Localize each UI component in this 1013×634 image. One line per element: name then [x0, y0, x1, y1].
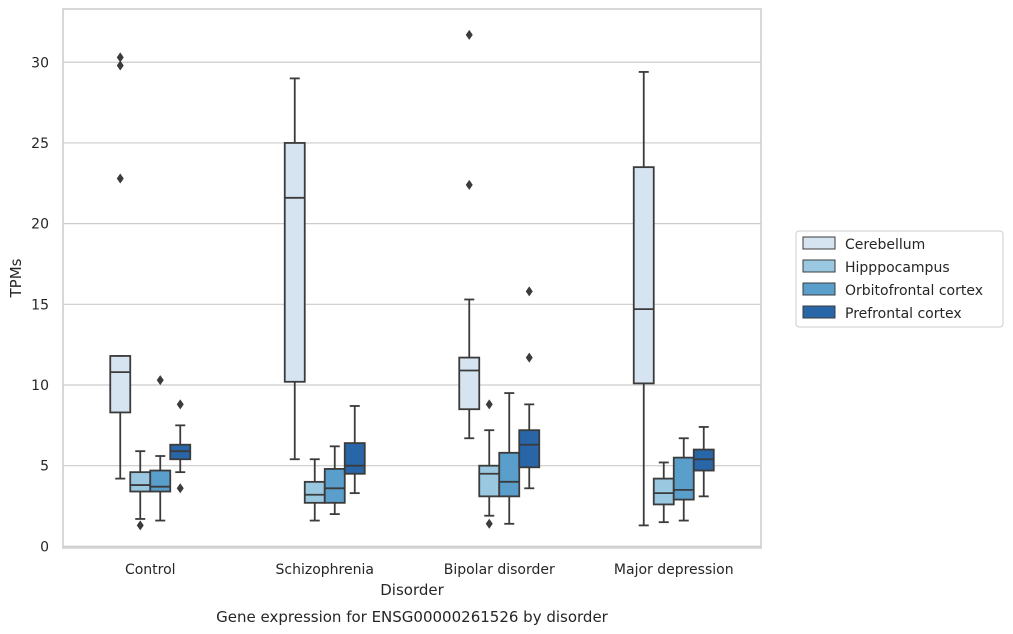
legend-swatch: [802, 236, 836, 250]
legend-swatch: [802, 259, 836, 273]
box-iqr: [129, 471, 152, 493]
outlier-point: [525, 352, 533, 363]
category-group: [632, 71, 715, 527]
box-iqr: [343, 442, 366, 475]
legend-label: Prefrontal cortex: [845, 306, 962, 322]
y-tick-label: 0: [40, 539, 49, 555]
outlier-point: [156, 375, 164, 386]
box-iqr: [652, 477, 675, 506]
outlier-point: [176, 483, 184, 494]
y-tick-label: 30: [31, 55, 49, 71]
box-hipppocampus: [129, 450, 152, 531]
legend-swatch: [802, 305, 836, 319]
box-orbitofrontal-cortex: [672, 437, 695, 522]
box-hipppocampus: [478, 399, 501, 529]
category-group: [283, 77, 366, 522]
box-iqr: [283, 142, 306, 383]
chart-caption: Gene expression for ENSG00000261526 by d…: [216, 608, 609, 626]
x-tick-label: Schizophrenia: [276, 562, 374, 578]
box-orbitofrontal-cortex: [323, 445, 346, 516]
legend-label: Orbitofrontal cortex: [845, 283, 983, 299]
category-group: [458, 29, 541, 529]
box-prefrontal-cortex: [343, 405, 366, 495]
y-axis-label: TPMs: [7, 258, 25, 298]
outlier-point: [116, 52, 124, 63]
x-tick-label: Control: [125, 562, 176, 578]
legend-swatch: [802, 282, 836, 296]
y-tick-label: 10: [31, 378, 49, 394]
outlier-point: [525, 286, 533, 297]
box-cerebellum: [109, 52, 132, 480]
box-prefrontal-cortex: [518, 286, 541, 490]
legend-label: Hipppocampus: [845, 260, 950, 276]
box-groups: [109, 29, 715, 531]
box-prefrontal-cortex: [692, 426, 715, 498]
legend-item: Hipppocampus: [802, 259, 950, 276]
outlier-point: [465, 179, 473, 190]
box-cerebellum: [283, 77, 306, 461]
gridlines: [63, 61, 761, 547]
y-tick-label: 25: [31, 136, 49, 152]
outlier-point: [116, 60, 124, 71]
x-tick-labels: Control Schizophrenia Bipolar disorder Majo…: [125, 562, 734, 578]
x-tick-label: Major depression: [614, 562, 734, 578]
y-tick-label: 15: [31, 297, 49, 313]
y-tick-label: 5: [40, 459, 49, 475]
box-iqr: [478, 464, 501, 498]
box-prefrontal-cortex: [169, 399, 192, 494]
outlier-point: [176, 399, 184, 410]
x-tick-label: Bipolar disorder: [444, 562, 555, 578]
outlier-point: [116, 173, 124, 184]
x-axis-label: Disorder: [380, 581, 444, 599]
box-iqr: [109, 355, 132, 414]
box-iqr: [323, 468, 346, 504]
legend-item: Orbitofrontal cortex: [802, 282, 983, 299]
plot-area: [62, 8, 762, 549]
y-tick-label: 20: [31, 217, 49, 233]
box-iqr: [149, 469, 172, 493]
box-orbitofrontal-cortex: [149, 375, 172, 522]
legend: Cerebellum Hipppocampus Orbitofrontal cort…: [795, 230, 1004, 328]
legend-label: Cerebellum: [845, 237, 925, 253]
box-iqr: [498, 451, 521, 498]
box-iqr: [518, 429, 541, 469]
outlier-point: [485, 399, 493, 410]
box-iqr: [458, 356, 481, 411]
outlier-point: [465, 29, 473, 40]
category-group: [109, 52, 192, 531]
box-cerebellum: [632, 71, 655, 527]
legend-item: Prefrontal cortex: [802, 305, 962, 322]
box-orbitofrontal-cortex: [498, 392, 521, 525]
box-iqr: [672, 456, 695, 501]
y-tick-labels: 0 5 10 15 20 25 30: [31, 55, 49, 555]
outlier-point: [485, 518, 493, 529]
legend-item: Cerebellum: [802, 236, 925, 253]
box-cerebellum: [458, 29, 481, 440]
outlier-point: [136, 520, 144, 531]
legend-frame: [795, 230, 1004, 328]
box-iqr: [303, 480, 326, 504]
box-iqr: [632, 166, 655, 385]
